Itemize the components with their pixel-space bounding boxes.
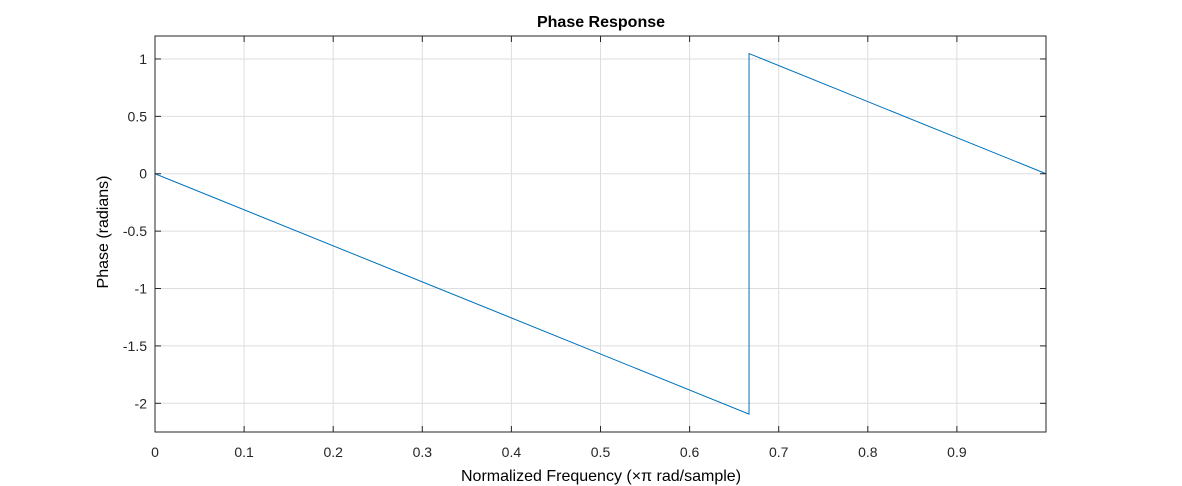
x-tick-label: 0.9 <box>947 444 967 460</box>
x-tick-label: 0 <box>151 444 159 460</box>
x-axis-label: Normalized Frequency (×π rad/sample) <box>461 468 741 485</box>
x-tick-label: 0.5 <box>591 444 611 460</box>
y-tick-label: -0.5 <box>123 223 147 239</box>
x-tick-label: 0.4 <box>502 444 522 460</box>
x-tick-label: 0.3 <box>413 444 433 460</box>
y-tick-label: 0.5 <box>128 108 148 124</box>
y-axis-label: Phase (radians) <box>95 176 112 289</box>
y-tick-label: 0 <box>139 166 147 182</box>
x-tick-label: 0.1 <box>234 444 254 460</box>
phase-series-line <box>154 52 1047 415</box>
y-tick-label: -1 <box>135 281 148 297</box>
grid-lines <box>154 36 1046 432</box>
y-tick-label: 1 <box>139 51 147 67</box>
y-tick-label: -2 <box>135 395 148 411</box>
x-tick-label: 0.2 <box>323 444 343 460</box>
series-layer <box>154 52 1047 415</box>
x-tick-label: 0.8 <box>858 444 878 460</box>
chart-title: Phase Response <box>537 14 665 31</box>
y-tick-label: -1.5 <box>123 338 147 354</box>
axis-ticks: 0 0.1 0.2 0.3 0.4 0.5 0.6 0.7 0.8 0.9 1 0.5 0 -0.5 -1 -… <box>123 36 1046 460</box>
x-tick-label: 0.6 <box>680 444 700 460</box>
x-tick-label: 0.7 <box>769 444 789 460</box>
